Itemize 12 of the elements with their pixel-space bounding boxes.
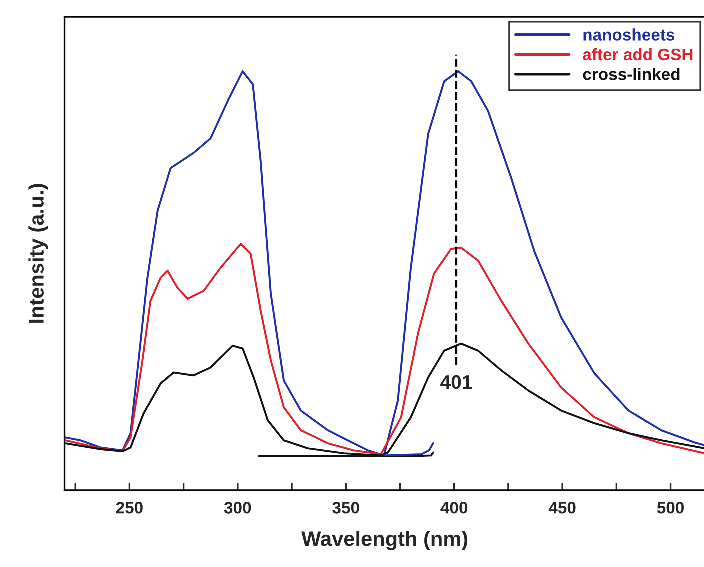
y-axis-title: Intensity (a.u.) [28,184,48,323]
x-tick-label: 250 [116,502,143,514]
ref-line-label: 401 [440,375,472,390]
legend-label: cross-linked [583,68,680,80]
legend-label: nanosheets [584,28,675,41]
x-axis-title: Wavelength (nm) [302,530,468,551]
x-tick-label: 300 [224,502,252,514]
legend-label: after add GSH [583,48,693,61]
x-tick-label: 500 [657,502,684,514]
x-tick-label: 450 [548,502,576,514]
x-tick-label: 400 [440,502,468,514]
x-tick-label: 350 [332,502,360,514]
